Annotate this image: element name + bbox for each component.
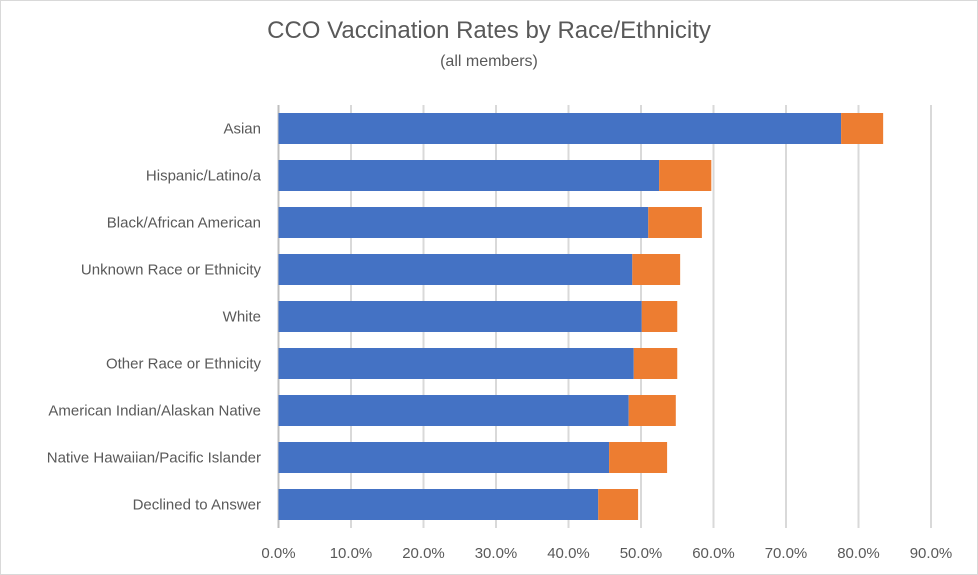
bar-segment-0: [278, 395, 629, 426]
bar-segment-0: [278, 207, 649, 238]
bar-segment-1: [609, 442, 668, 473]
category-label: Hispanic/Latino/a: [146, 168, 262, 185]
bar-segment-1: [659, 160, 712, 191]
bar-segment-1: [641, 301, 678, 332]
bar-segment-0: [278, 442, 610, 473]
category-label: American Indian/Alaskan Native: [48, 403, 261, 420]
category-label: Black/African American: [107, 215, 261, 232]
bar-segment-0: [278, 489, 599, 520]
category-label: Other Race or Ethnicity: [106, 356, 262, 373]
x-tick-label: 90.0%: [910, 545, 953, 562]
x-tick-label: 70.0%: [765, 545, 808, 562]
bar-segment-0: [278, 160, 660, 191]
bar-segment-1: [841, 113, 884, 144]
bar-segment-1: [648, 207, 702, 238]
bar-segment-0: [278, 348, 634, 379]
chart-title: CCO Vaccination Rates by Race/Ethnicity: [267, 17, 711, 44]
bar-segment-0: [278, 113, 842, 144]
chart-subtitle: (all members): [440, 53, 538, 70]
bar-segment-0: [278, 254, 633, 285]
x-tick-label: 50.0%: [620, 545, 663, 562]
x-tick-label: 40.0%: [547, 545, 590, 562]
x-tick-label: 60.0%: [692, 545, 735, 562]
x-tick-label: 80.0%: [837, 545, 880, 562]
x-tick-label: 0.0%: [261, 545, 295, 562]
category-label: Declined to Answer: [133, 497, 261, 514]
x-tick-label: 10.0%: [330, 545, 373, 562]
bar-segment-0: [278, 301, 642, 332]
category-label: White: [223, 309, 261, 326]
category-label: Asian: [223, 121, 261, 138]
bar-segment-1: [628, 395, 676, 426]
x-tick-label: 20.0%: [402, 545, 445, 562]
x-tick-label: 30.0%: [475, 545, 518, 562]
category-label: Unknown Race or Ethnicity: [81, 262, 262, 279]
category-label: Native Hawaiian/Pacific Islander: [47, 450, 261, 467]
bar-segment-1: [633, 348, 678, 379]
bar-segment-1: [632, 254, 681, 285]
bar-segment-1: [598, 489, 639, 520]
